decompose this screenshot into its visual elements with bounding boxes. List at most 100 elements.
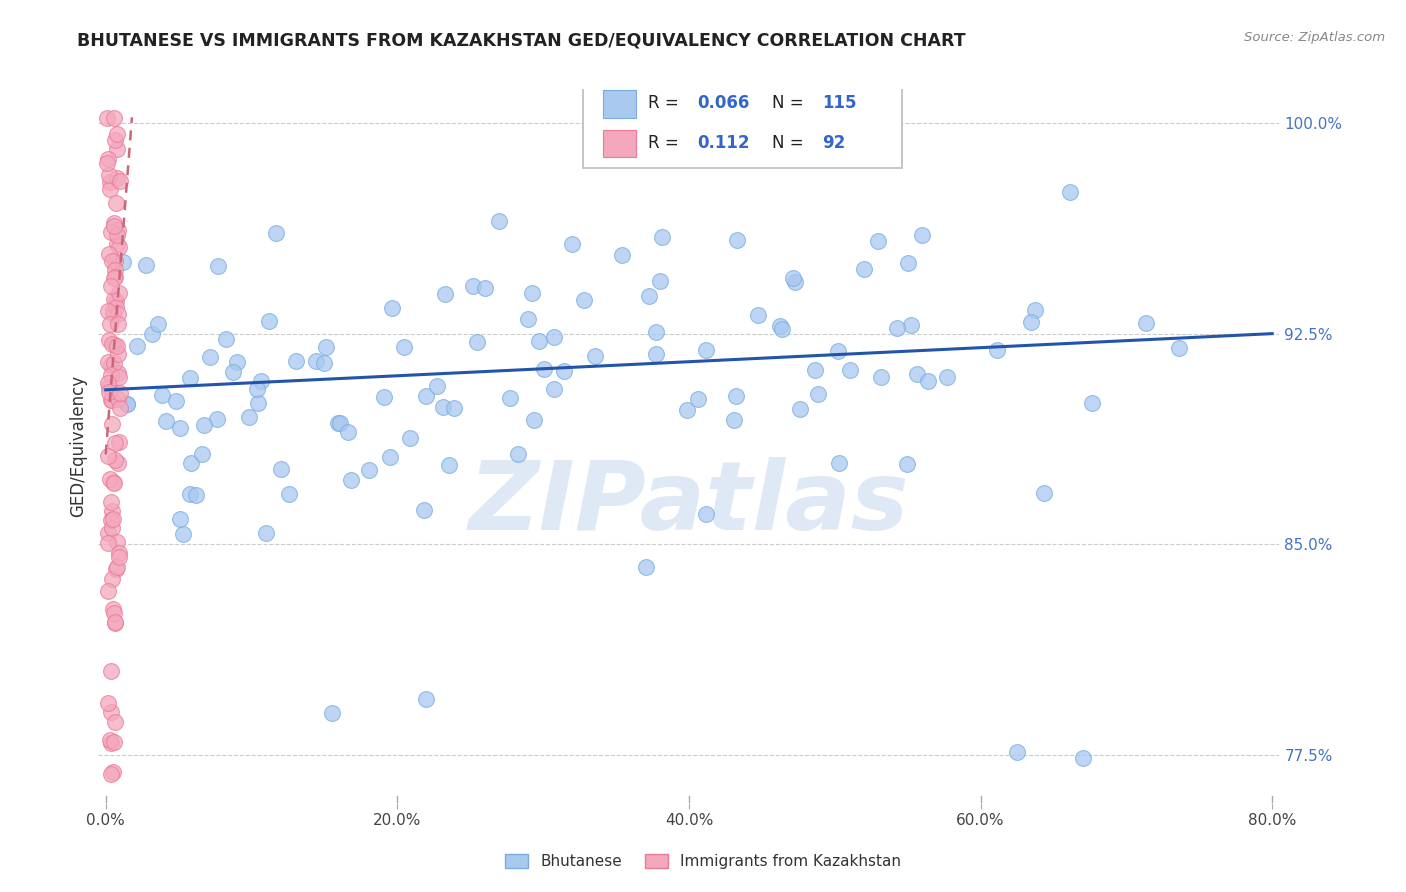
Point [96, 156, 118, 170]
Point [499, 391, 522, 405]
Point [101, 602, 124, 616]
Point [179, 370, 201, 384]
Point [238, 409, 260, 424]
Point [98, 176, 121, 190]
Point [225, 354, 247, 368]
Text: 0.112: 0.112 [697, 134, 749, 152]
Point [150, 388, 173, 402]
Point [108, 386, 131, 401]
Text: BHUTANESE VS IMMIGRANTS FROM KAZAKHSTAN GED/EQUIVALENCY CORRELATION CHART: BHUTANESE VS IMMIGRANTS FROM KAZAKHSTAN … [77, 31, 966, 49]
Point [107, 370, 129, 384]
Point [648, 274, 671, 288]
Point [1024, 303, 1046, 318]
Text: 92: 92 [823, 134, 845, 152]
Point [100, 736, 122, 750]
Point [115, 397, 138, 411]
Point [359, 463, 381, 477]
Point [725, 389, 748, 403]
Point [465, 335, 488, 350]
Point [101, 253, 124, 268]
Point [527, 334, 550, 348]
Legend: Bhutanese, Immigrants from Kazakhstan: Bhutanese, Immigrants from Kazakhstan [499, 848, 907, 875]
Point [97, 526, 120, 541]
Point [533, 361, 555, 376]
Point [103, 216, 125, 230]
Point [100, 225, 122, 239]
Point [100, 368, 122, 382]
Point [1019, 315, 1042, 329]
Point [101, 512, 124, 526]
Point [101, 337, 124, 351]
Point [1168, 341, 1191, 355]
Point [638, 289, 661, 303]
Point [936, 370, 959, 384]
Point [103, 735, 125, 749]
Point [1071, 751, 1094, 765]
Point [179, 487, 201, 501]
Point [135, 258, 157, 272]
Y-axis label: GED/Equivalency: GED/Equivalency [69, 375, 87, 517]
Point [101, 302, 124, 317]
Point [415, 691, 437, 706]
Point [100, 359, 122, 373]
Point [572, 293, 595, 307]
Point [105, 236, 128, 251]
Point [103, 764, 125, 779]
Point [169, 512, 191, 526]
Point [543, 382, 565, 396]
Point [340, 473, 363, 487]
Point [644, 346, 666, 360]
Point [104, 270, 127, 285]
Point [488, 214, 510, 228]
Point [107, 392, 129, 406]
Point [100, 513, 122, 527]
Point [245, 382, 267, 396]
Point [911, 228, 934, 243]
Point [1081, 395, 1104, 409]
Point [605, 113, 627, 128]
Point [785, 275, 807, 289]
Point [326, 416, 349, 430]
Point [516, 311, 538, 326]
Point [1059, 185, 1081, 199]
Point [897, 256, 920, 270]
Point [100, 472, 122, 486]
Point [905, 367, 928, 381]
Point [695, 343, 717, 358]
Point [172, 526, 194, 541]
Point [104, 714, 127, 729]
Point [896, 457, 918, 471]
Point [105, 535, 128, 549]
Point [100, 521, 122, 535]
Point [104, 562, 127, 576]
Point [101, 306, 124, 320]
Point [770, 321, 793, 335]
Bar [603, 90, 636, 118]
Point [312, 356, 335, 370]
Point [115, 397, 138, 411]
Point [108, 239, 131, 253]
Point [104, 436, 127, 450]
Point [250, 374, 273, 388]
Point [553, 363, 575, 377]
Point [97, 355, 120, 369]
Point [278, 487, 301, 501]
Point [100, 392, 122, 407]
Point [1135, 316, 1157, 330]
Point [852, 262, 875, 277]
Point [97, 304, 120, 318]
FancyBboxPatch shape [582, 78, 901, 168]
Point [676, 402, 699, 417]
Point [439, 458, 461, 472]
Point [98, 317, 121, 331]
Point [103, 111, 125, 125]
Point [193, 418, 215, 433]
Point [165, 394, 187, 409]
Point [917, 374, 939, 388]
Point [100, 705, 122, 719]
Point [100, 572, 122, 586]
Point [155, 413, 177, 427]
Point [103, 270, 125, 285]
Point [543, 330, 565, 344]
Point [98, 385, 121, 400]
